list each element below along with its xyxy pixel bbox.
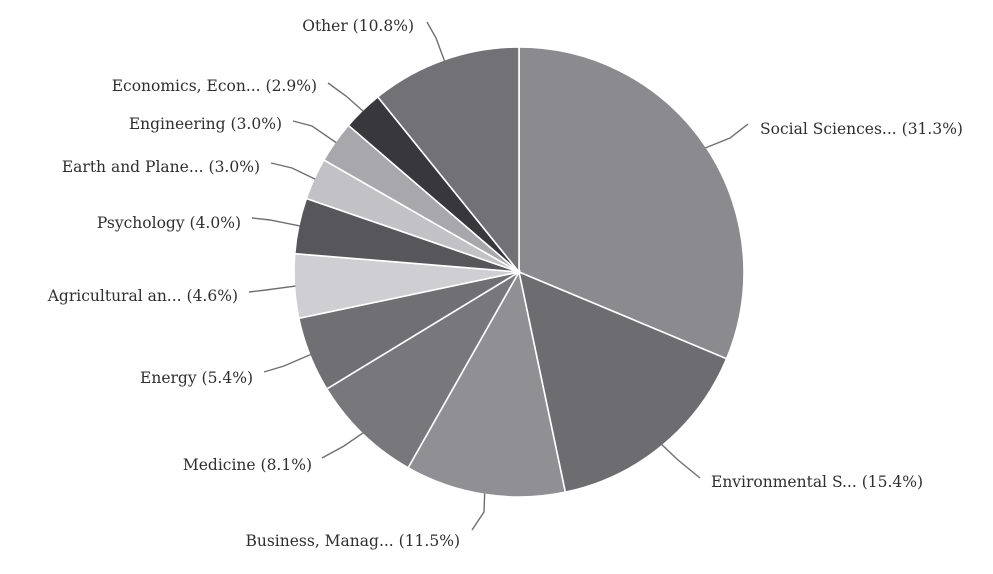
- slice-label-engineering: Engineering (3.0%): [129, 115, 282, 133]
- leader-line-earth-and-plane: [270, 162, 316, 180]
- leader-line-medicine: [321, 432, 364, 459]
- leader-line-economics-econ: [327, 82, 364, 112]
- leader-line-business-manag: [471, 493, 486, 531]
- leader-line-social-sciences: [705, 123, 749, 149]
- slice-labels: Social Sciences... (31.3%) Environmental …: [47, 17, 963, 550]
- slice-label-business-manag: Business, Manag... (11.5%): [245, 532, 460, 550]
- leader-line-agricultural-an: [248, 285, 296, 293]
- leader-line-other: [426, 21, 446, 62]
- slice-label-energy: Energy (5.4%): [140, 369, 253, 387]
- leader-line-psychology: [251, 217, 300, 227]
- slice-label-earth-and-plane: Earth and Plane... (3.0%): [62, 158, 260, 176]
- slice-label-economics-econ: Economics, Econ... (2.9%): [112, 77, 317, 95]
- slice-label-medicine: Medicine (8.1%): [183, 456, 312, 474]
- slice-label-agricultural-an: Agricultural an... (4.6%): [47, 287, 238, 305]
- leader-lines: [248, 21, 749, 531]
- slice-label-other: Other (10.8%): [302, 17, 414, 35]
- leader-line-engineering: [292, 120, 337, 144]
- slice-label-psychology: Psychology (4.0%): [97, 214, 241, 232]
- slice-label-social-sciences: Social Sciences... (31.3%): [760, 120, 963, 138]
- slice-label-environmental-s: Environmental S... (15.4%): [711, 473, 923, 491]
- pie-slices: [293, 46, 745, 498]
- leader-line-energy: [263, 353, 312, 373]
- leader-line-environmental-s: [661, 444, 701, 479]
